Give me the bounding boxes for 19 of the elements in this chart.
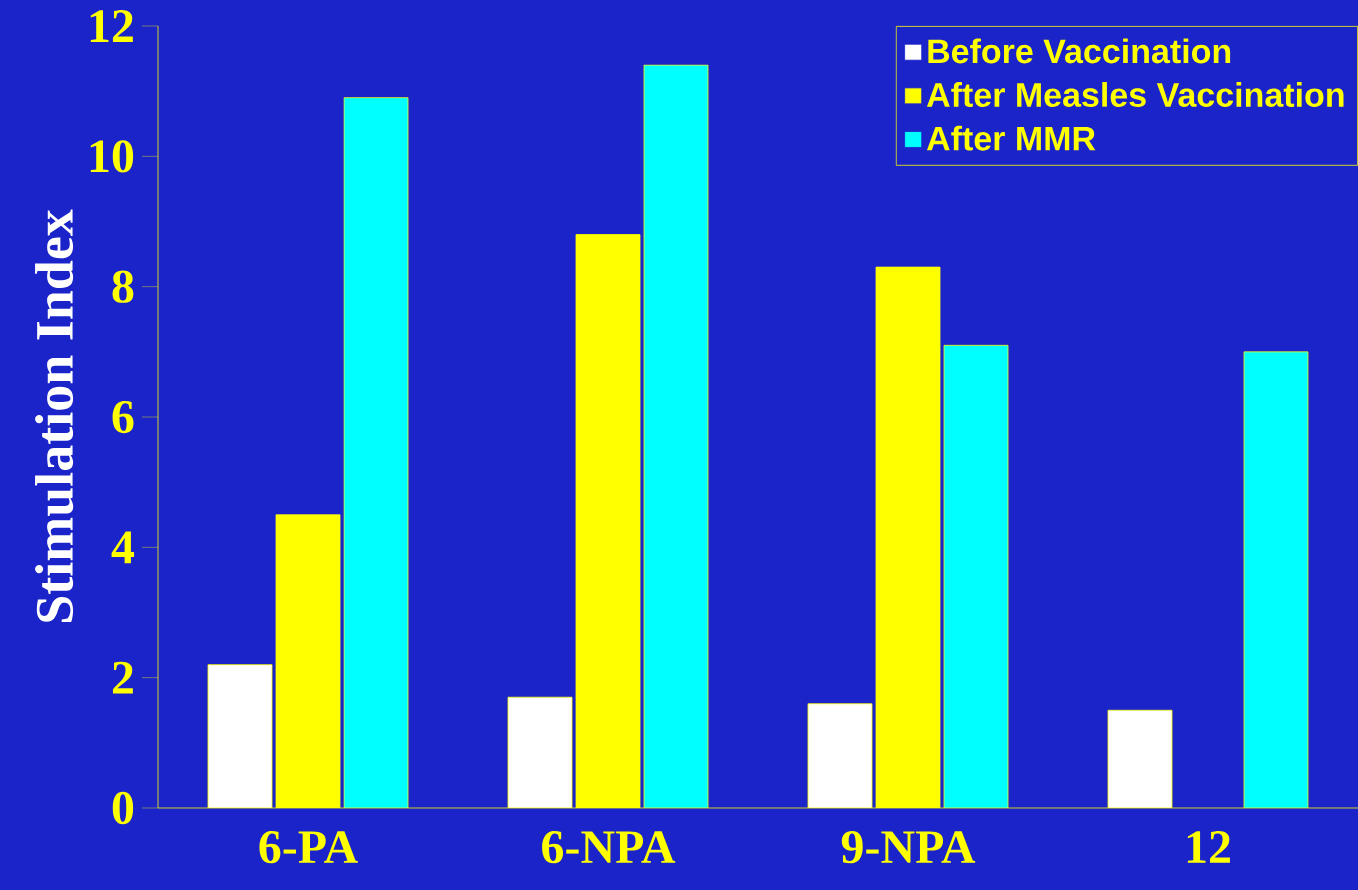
y-tick-label: 10	[90, 140, 134, 173]
y-tick-label: 4	[111, 531, 135, 564]
bar	[1107, 709, 1173, 808]
x-tick-label: 9-NPA	[841, 831, 976, 864]
y-tick-label: 0	[112, 791, 134, 825]
y-axis-title: Stimulation Index	[35, 209, 74, 622]
x-tick-label: 6-NPA	[542, 831, 676, 864]
y-tick-label: 12	[90, 10, 133, 42]
y-tick-label: 8	[112, 270, 134, 303]
y-tick-label: 6	[112, 400, 134, 434]
y-tick-label: 2	[112, 661, 133, 694]
legend-label: After MMR	[926, 125, 1096, 151]
x-tick-label: 6-PA	[259, 831, 358, 864]
legend-label: After Measles Vaccination	[926, 82, 1344, 108]
bar	[508, 697, 573, 808]
bar	[808, 703, 873, 808]
x-tick-label: 12	[1187, 831, 1230, 863]
legend-label: Before Vaccination	[928, 38, 1231, 64]
bar	[208, 664, 273, 808]
